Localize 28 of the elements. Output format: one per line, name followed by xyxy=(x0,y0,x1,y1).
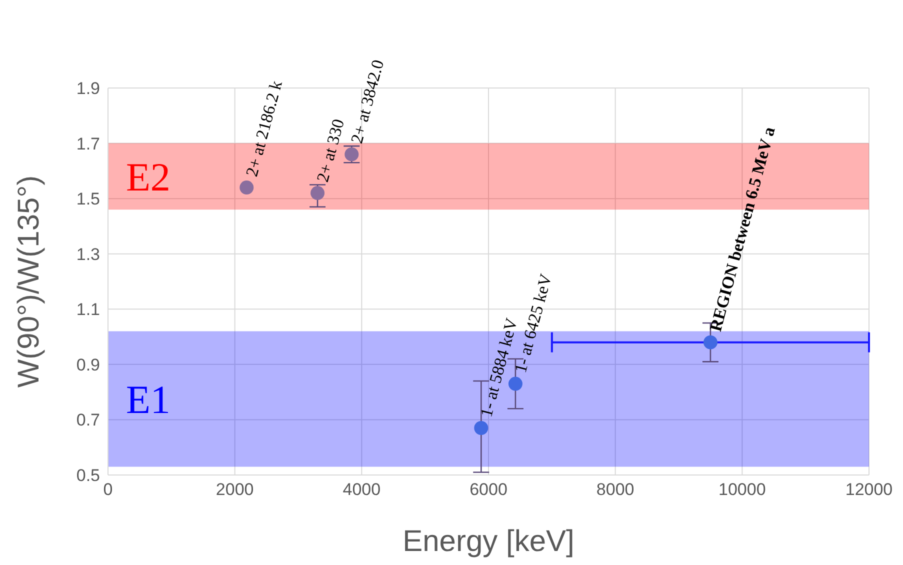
point xyxy=(310,186,325,200)
annotation: 2+ at 2186.2 k xyxy=(242,78,286,179)
y-tick-label: 1.5 xyxy=(76,190,100,209)
y-tick-label: 1.9 xyxy=(76,79,100,98)
y-axis-title: W(90°)/W(135°) xyxy=(12,175,46,388)
x-tick-label: 10000 xyxy=(718,480,766,500)
point xyxy=(508,376,522,391)
annotation: 2+ at 3842.0 xyxy=(347,58,388,146)
point xyxy=(703,335,718,350)
band-label: E1 xyxy=(126,377,170,422)
y-tick-label: 0.7 xyxy=(76,410,100,430)
x-tick-label: 4000 xyxy=(342,480,381,500)
x-axis-title: Energy [keV] xyxy=(402,525,574,558)
point xyxy=(474,421,488,436)
annotation: REGION between 6.5 MeV a xyxy=(706,124,779,334)
y-tick-label: 1.7 xyxy=(76,134,100,154)
y-tick-label: 0.5 xyxy=(76,466,100,486)
x-tick-label: 12000 xyxy=(845,480,893,500)
point xyxy=(240,180,254,195)
y-tick-label: 1.1 xyxy=(76,300,100,320)
x-tick-label: 0 xyxy=(103,480,113,500)
y-tick-label: 0.9 xyxy=(76,355,100,374)
x-tick-label: 8000 xyxy=(596,480,634,500)
annotation: 2+ at 330 xyxy=(313,116,348,184)
x-tick-label: 2000 xyxy=(216,480,254,500)
x-tick-label: 6000 xyxy=(470,480,508,500)
band-label: E2 xyxy=(126,154,170,200)
y-tick-label: 1.3 xyxy=(76,244,100,264)
